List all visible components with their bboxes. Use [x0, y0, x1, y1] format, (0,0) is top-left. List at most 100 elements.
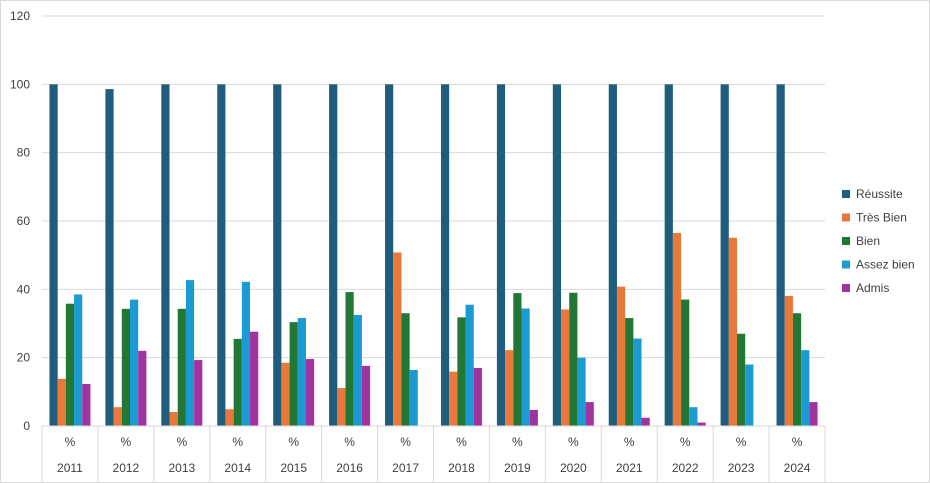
x-tick-label-year: 2012	[113, 461, 140, 475]
bar	[792, 313, 802, 426]
bar	[225, 409, 234, 426]
y-tick-label: 100	[10, 77, 30, 91]
bar	[681, 299, 690, 426]
bar	[353, 314, 362, 426]
bar	[289, 322, 298, 426]
y-tick-label: 80	[17, 146, 31, 160]
bar	[776, 84, 785, 426]
bar	[496, 84, 506, 426]
x-tick-label-year: 2014	[224, 461, 251, 475]
bar	[361, 365, 371, 426]
x-tick-label-top: %	[288, 435, 299, 449]
legend-swatch	[842, 213, 850, 222]
bar	[745, 364, 754, 426]
bar	[577, 357, 586, 426]
bar	[513, 293, 522, 426]
bar	[552, 84, 562, 426]
x-tick-label-top: %	[65, 435, 76, 449]
x-tick-label-year: 2023	[728, 461, 755, 475]
bar	[585, 402, 594, 426]
x-tick-label-year: 2022	[672, 461, 699, 475]
bar	[241, 281, 251, 426]
bar	[440, 84, 450, 426]
x-tick-label-top: %	[792, 435, 803, 449]
x-tick-label-year: 2018	[448, 461, 475, 475]
bar	[337, 388, 346, 426]
bar	[616, 286, 626, 426]
bar	[169, 411, 178, 426]
x-tick-label-top: %	[456, 435, 467, 449]
x-tick-label-top: %	[624, 435, 635, 449]
bar	[737, 333, 746, 426]
x-tick-label-top: %	[232, 435, 243, 449]
bar	[561, 309, 570, 426]
bar	[697, 422, 706, 426]
bar	[672, 232, 682, 426]
bar	[329, 84, 338, 426]
x-tick-label-top: %	[176, 435, 187, 449]
bar	[185, 280, 195, 426]
bar	[161, 84, 170, 426]
bar	[473, 367, 482, 426]
bar	[449, 371, 458, 426]
bar	[784, 295, 793, 426]
bar	[233, 338, 242, 426]
legend-swatch	[842, 190, 850, 198]
x-tick-label-top: %	[121, 435, 132, 449]
x-tick-label-year: 2011	[57, 461, 83, 475]
x-tick-label-year: 2021	[616, 461, 643, 475]
bar	[801, 350, 810, 426]
bar	[305, 359, 315, 426]
legend-label: Assez bien	[856, 258, 915, 272]
bar	[105, 89, 114, 426]
bar	[121, 308, 130, 426]
y-tick-label: 20	[17, 351, 31, 365]
bar	[457, 317, 466, 426]
bar	[521, 308, 530, 426]
bar	[194, 360, 203, 426]
x-tick-label-top: %	[344, 435, 355, 449]
bar	[720, 84, 729, 426]
x-tick-label-year: 2020	[560, 461, 587, 475]
legend-label: Très Bien	[856, 211, 907, 225]
legend-swatch	[842, 284, 850, 292]
bar	[664, 84, 673, 426]
legend-label: Bien	[856, 234, 880, 248]
bar	[217, 84, 226, 426]
x-tick-label-year: 2024	[784, 461, 811, 475]
bar	[57, 378, 66, 426]
legend-swatch	[842, 260, 850, 269]
x-tick-label-top: %	[512, 435, 523, 449]
x-tick-label-year: 2019	[504, 461, 531, 475]
legend-label: Réussite	[856, 187, 903, 201]
y-tick-label: 40	[17, 282, 31, 296]
x-tick-label-top: %	[680, 435, 691, 449]
x-tick-label-top: %	[568, 435, 579, 449]
bar	[401, 313, 410, 426]
x-tick-label-year: 2016	[336, 461, 363, 475]
x-tick-label-top: %	[400, 435, 411, 449]
bar	[250, 331, 259, 426]
bar	[809, 402, 818, 426]
bar	[505, 350, 514, 426]
bar	[728, 237, 738, 426]
bar	[129, 299, 139, 426]
bar	[529, 409, 538, 426]
bar	[82, 383, 91, 426]
y-tick-label: 120	[10, 9, 30, 23]
bar	[689, 407, 698, 426]
bar	[113, 407, 122, 426]
x-tick-label-top: %	[736, 435, 747, 449]
bar	[273, 84, 282, 426]
bar	[297, 318, 306, 426]
bar	[569, 292, 578, 426]
bar	[345, 292, 354, 426]
legend-label: Admis	[856, 281, 889, 295]
bar	[281, 362, 290, 426]
bar	[65, 303, 75, 426]
bar	[177, 308, 186, 426]
bar	[393, 252, 402, 426]
legend-swatch	[842, 237, 850, 245]
bar	[138, 350, 147, 426]
